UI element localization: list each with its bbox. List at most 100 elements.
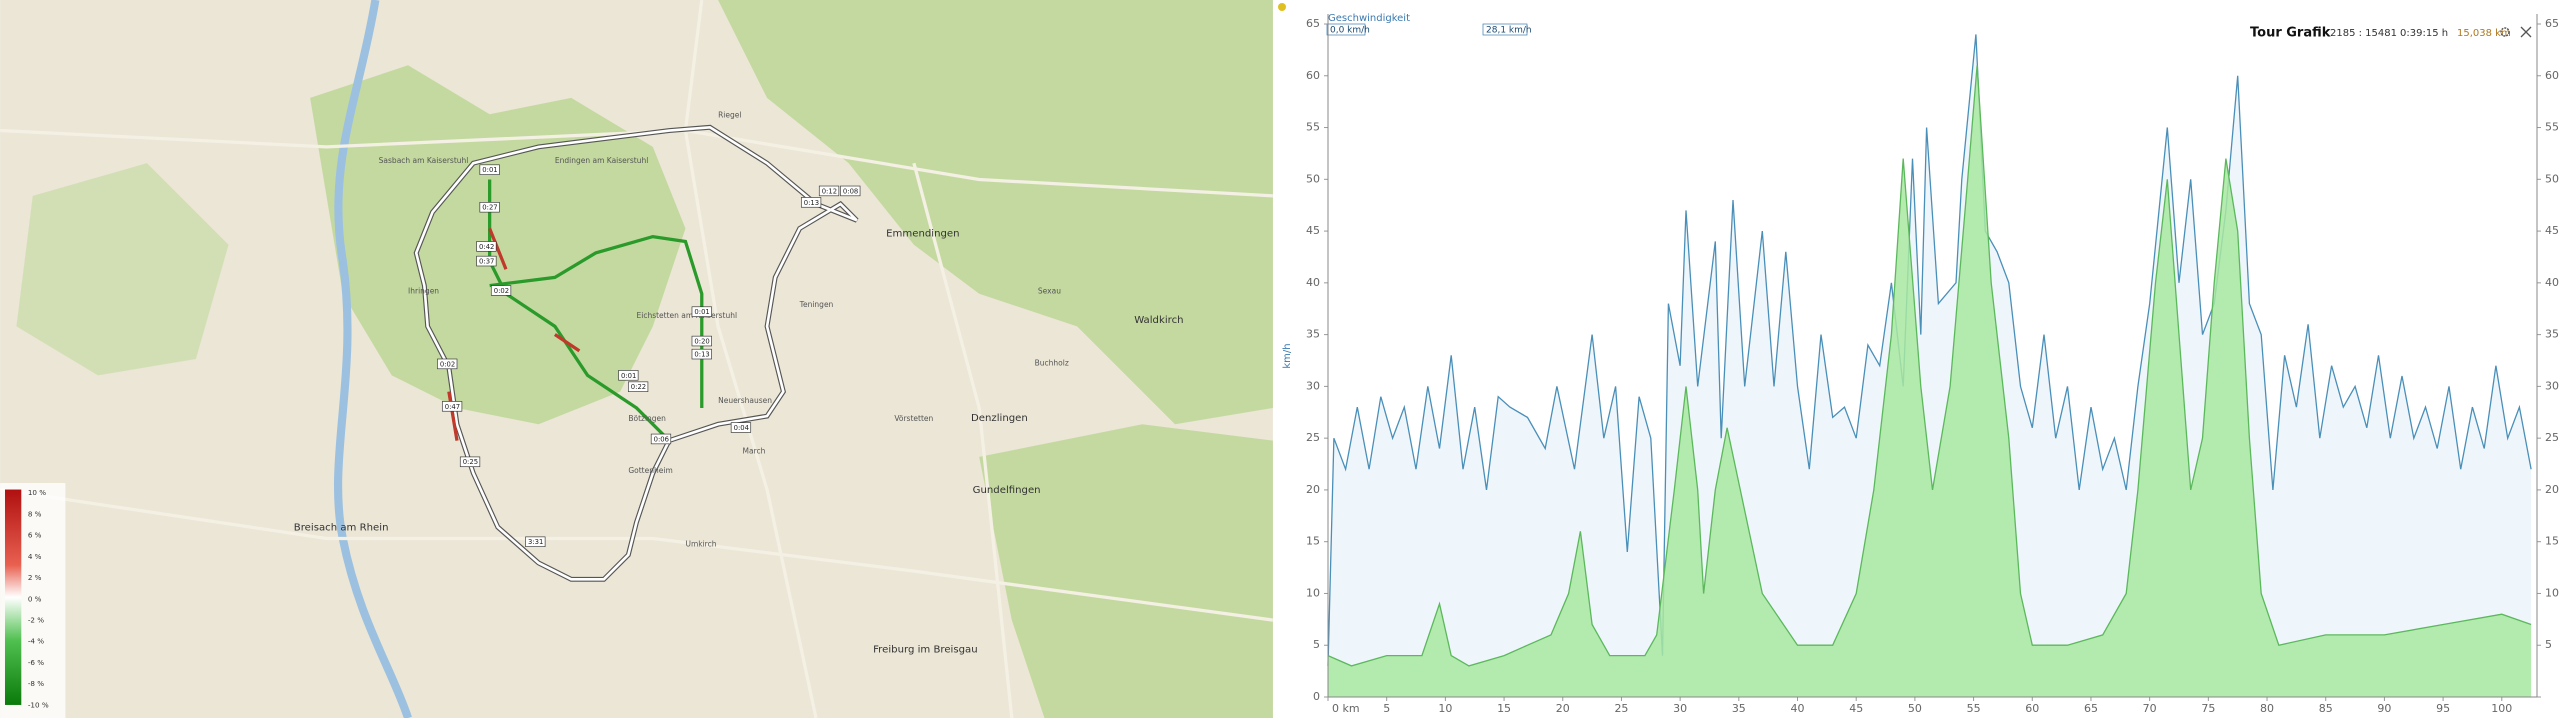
y2-tick-label: 55: [2545, 121, 2559, 134]
place-label: Freiburg im Breisgau: [873, 645, 978, 656]
y2-tick-label: 15: [2545, 535, 2559, 548]
x-tick-label: 90: [2377, 702, 2391, 715]
x-tick-label: 65: [2084, 702, 2098, 715]
route-time: 0:01: [694, 308, 709, 316]
route-time: 0:04: [734, 424, 749, 432]
y-tick-label: 60: [1306, 69, 1320, 82]
route-time: 0:01: [621, 372, 636, 380]
place-label: Denzlingen: [971, 413, 1028, 424]
route-time: 0:47: [445, 403, 460, 411]
area: [1328, 65, 2532, 697]
x-tick-label: 25: [1614, 702, 1628, 715]
y-tick-label: 55: [1306, 121, 1320, 134]
route-time: 0:01: [482, 166, 497, 174]
x-tick-label: 100: [2491, 702, 2512, 715]
y-tick-label: 50: [1306, 172, 1320, 185]
y2-tick-label: 65: [2545, 17, 2559, 30]
place-label: Sasbach am Kaiserstuhl: [379, 156, 469, 165]
legend-tick: -4 %: [28, 637, 44, 646]
place-label: Sexau: [1038, 287, 1061, 296]
place-label: Gundelfingen: [973, 485, 1041, 496]
y-tick-label: 20: [1306, 483, 1320, 496]
y-tick-label: 10: [1306, 586, 1320, 599]
route-time: 0:08: [843, 187, 858, 195]
y2-tick-label: 5: [2545, 638, 2552, 651]
y-tick-label: 5: [1313, 638, 1320, 651]
route-time: 0:13: [804, 199, 819, 207]
y-tick-label: 40: [1306, 276, 1320, 289]
map[interactable]: Breisach am Rhein Emmendingen Denzlingen…: [0, 0, 1273, 718]
info-icon[interactable]: [1278, 3, 1286, 11]
y-tick-label: 30: [1306, 379, 1320, 392]
panel-stat: 0:39:15 h: [2400, 28, 2448, 39]
place-label: Riegel: [718, 110, 741, 119]
y-tick-label: 15: [1306, 535, 1320, 548]
x-tick-label: 35: [1732, 702, 1746, 715]
x-tick-label: 75: [2201, 702, 2215, 715]
x-tick-label: 0 km: [1332, 702, 1360, 715]
place-label: Neuershausen: [718, 396, 772, 405]
route-time: 0:02: [494, 287, 509, 295]
place-label: Emmendingen: [886, 229, 959, 240]
legend-tick: 8 %: [28, 509, 42, 518]
route-time: 0:02: [440, 360, 455, 368]
route-time: 0:27: [482, 204, 497, 212]
panel-stat: 15,038 km: [2457, 28, 2511, 39]
x-tick-label: 40: [1791, 702, 1805, 715]
legend-tick: -2 %: [28, 616, 44, 625]
route-time: 0:22: [631, 383, 646, 391]
legend-tick: -8 %: [28, 679, 44, 688]
panel-stat: 2185 : 15481: [2330, 28, 2397, 39]
close-icon[interactable]: [2520, 26, 2532, 38]
x-tick-label: 10: [1438, 702, 1452, 715]
route-time: 0:42: [479, 243, 494, 251]
x-tick-label: 5: [1383, 702, 1390, 715]
y-axis-label: km/h: [1282, 343, 1293, 368]
x-tick-label: 70: [2143, 702, 2157, 715]
y2-tick-label: 50: [2545, 172, 2559, 185]
x-tick-label: 95: [2436, 702, 2450, 715]
x-tick-label: 55: [1967, 702, 1981, 715]
route-time: 0:06: [654, 435, 669, 443]
y2-tick-label: 25: [2545, 431, 2559, 444]
y2-tick-label: 60: [2545, 69, 2559, 82]
panel-title: Tour Grafik: [2250, 26, 2331, 41]
legend-tick: 6 %: [28, 531, 42, 540]
place-label: Gottenheim: [628, 466, 672, 475]
y2-tick-label: 35: [2545, 328, 2559, 341]
readout-box: [1326, 23, 1366, 36]
route-time: 0:13: [694, 351, 709, 359]
chart[interactable]: Geschwindigkeit 0,0 km/h 28,1 km/h km/h …: [1273, 0, 2560, 718]
legend-tick: -6 %: [28, 658, 44, 667]
route-time: 0:25: [463, 458, 478, 466]
x-tick-label: 50: [1908, 702, 1922, 715]
series-label: Geschwindigkeit: [1328, 13, 1410, 24]
place-label: Umkirch: [685, 540, 716, 549]
place-label: Breisach am Rhein: [294, 522, 389, 533]
y-tick-label: 25: [1306, 431, 1320, 444]
y-tick-label: 0: [1313, 690, 1320, 703]
readout-box: [1482, 23, 1528, 36]
place-label: Endingen am Kaiserstuhl: [555, 156, 648, 165]
y2-tick-label: 45: [2545, 224, 2559, 237]
route[interactable]: [414, 125, 858, 581]
legend-tick: 4 %: [28, 552, 42, 561]
place-label: Waldkirch: [1134, 315, 1183, 326]
readout: 0,0 km/h: [1330, 26, 1370, 36]
y2-tick-label: 10: [2545, 586, 2559, 599]
y2-tick-label: 20: [2545, 483, 2559, 496]
route-time: 0:20: [694, 337, 709, 345]
x-tick-label: 15: [1497, 702, 1511, 715]
route-time: 3:31: [528, 538, 543, 546]
line: [1327, 65, 2532, 667]
legend-tick: 0 %: [28, 594, 42, 603]
place-label: Buchholz: [1035, 359, 1069, 368]
x-tick-label: 60: [2025, 702, 2039, 715]
place-label: Eichstetten am Kaiserstuhl: [637, 311, 738, 320]
place-label: Teningen: [799, 300, 834, 309]
route-time: 0:12: [822, 187, 837, 195]
legend-tick: -10 %: [28, 700, 49, 709]
line: [1327, 34, 2532, 666]
settings-icon[interactable]: [2500, 27, 2510, 37]
